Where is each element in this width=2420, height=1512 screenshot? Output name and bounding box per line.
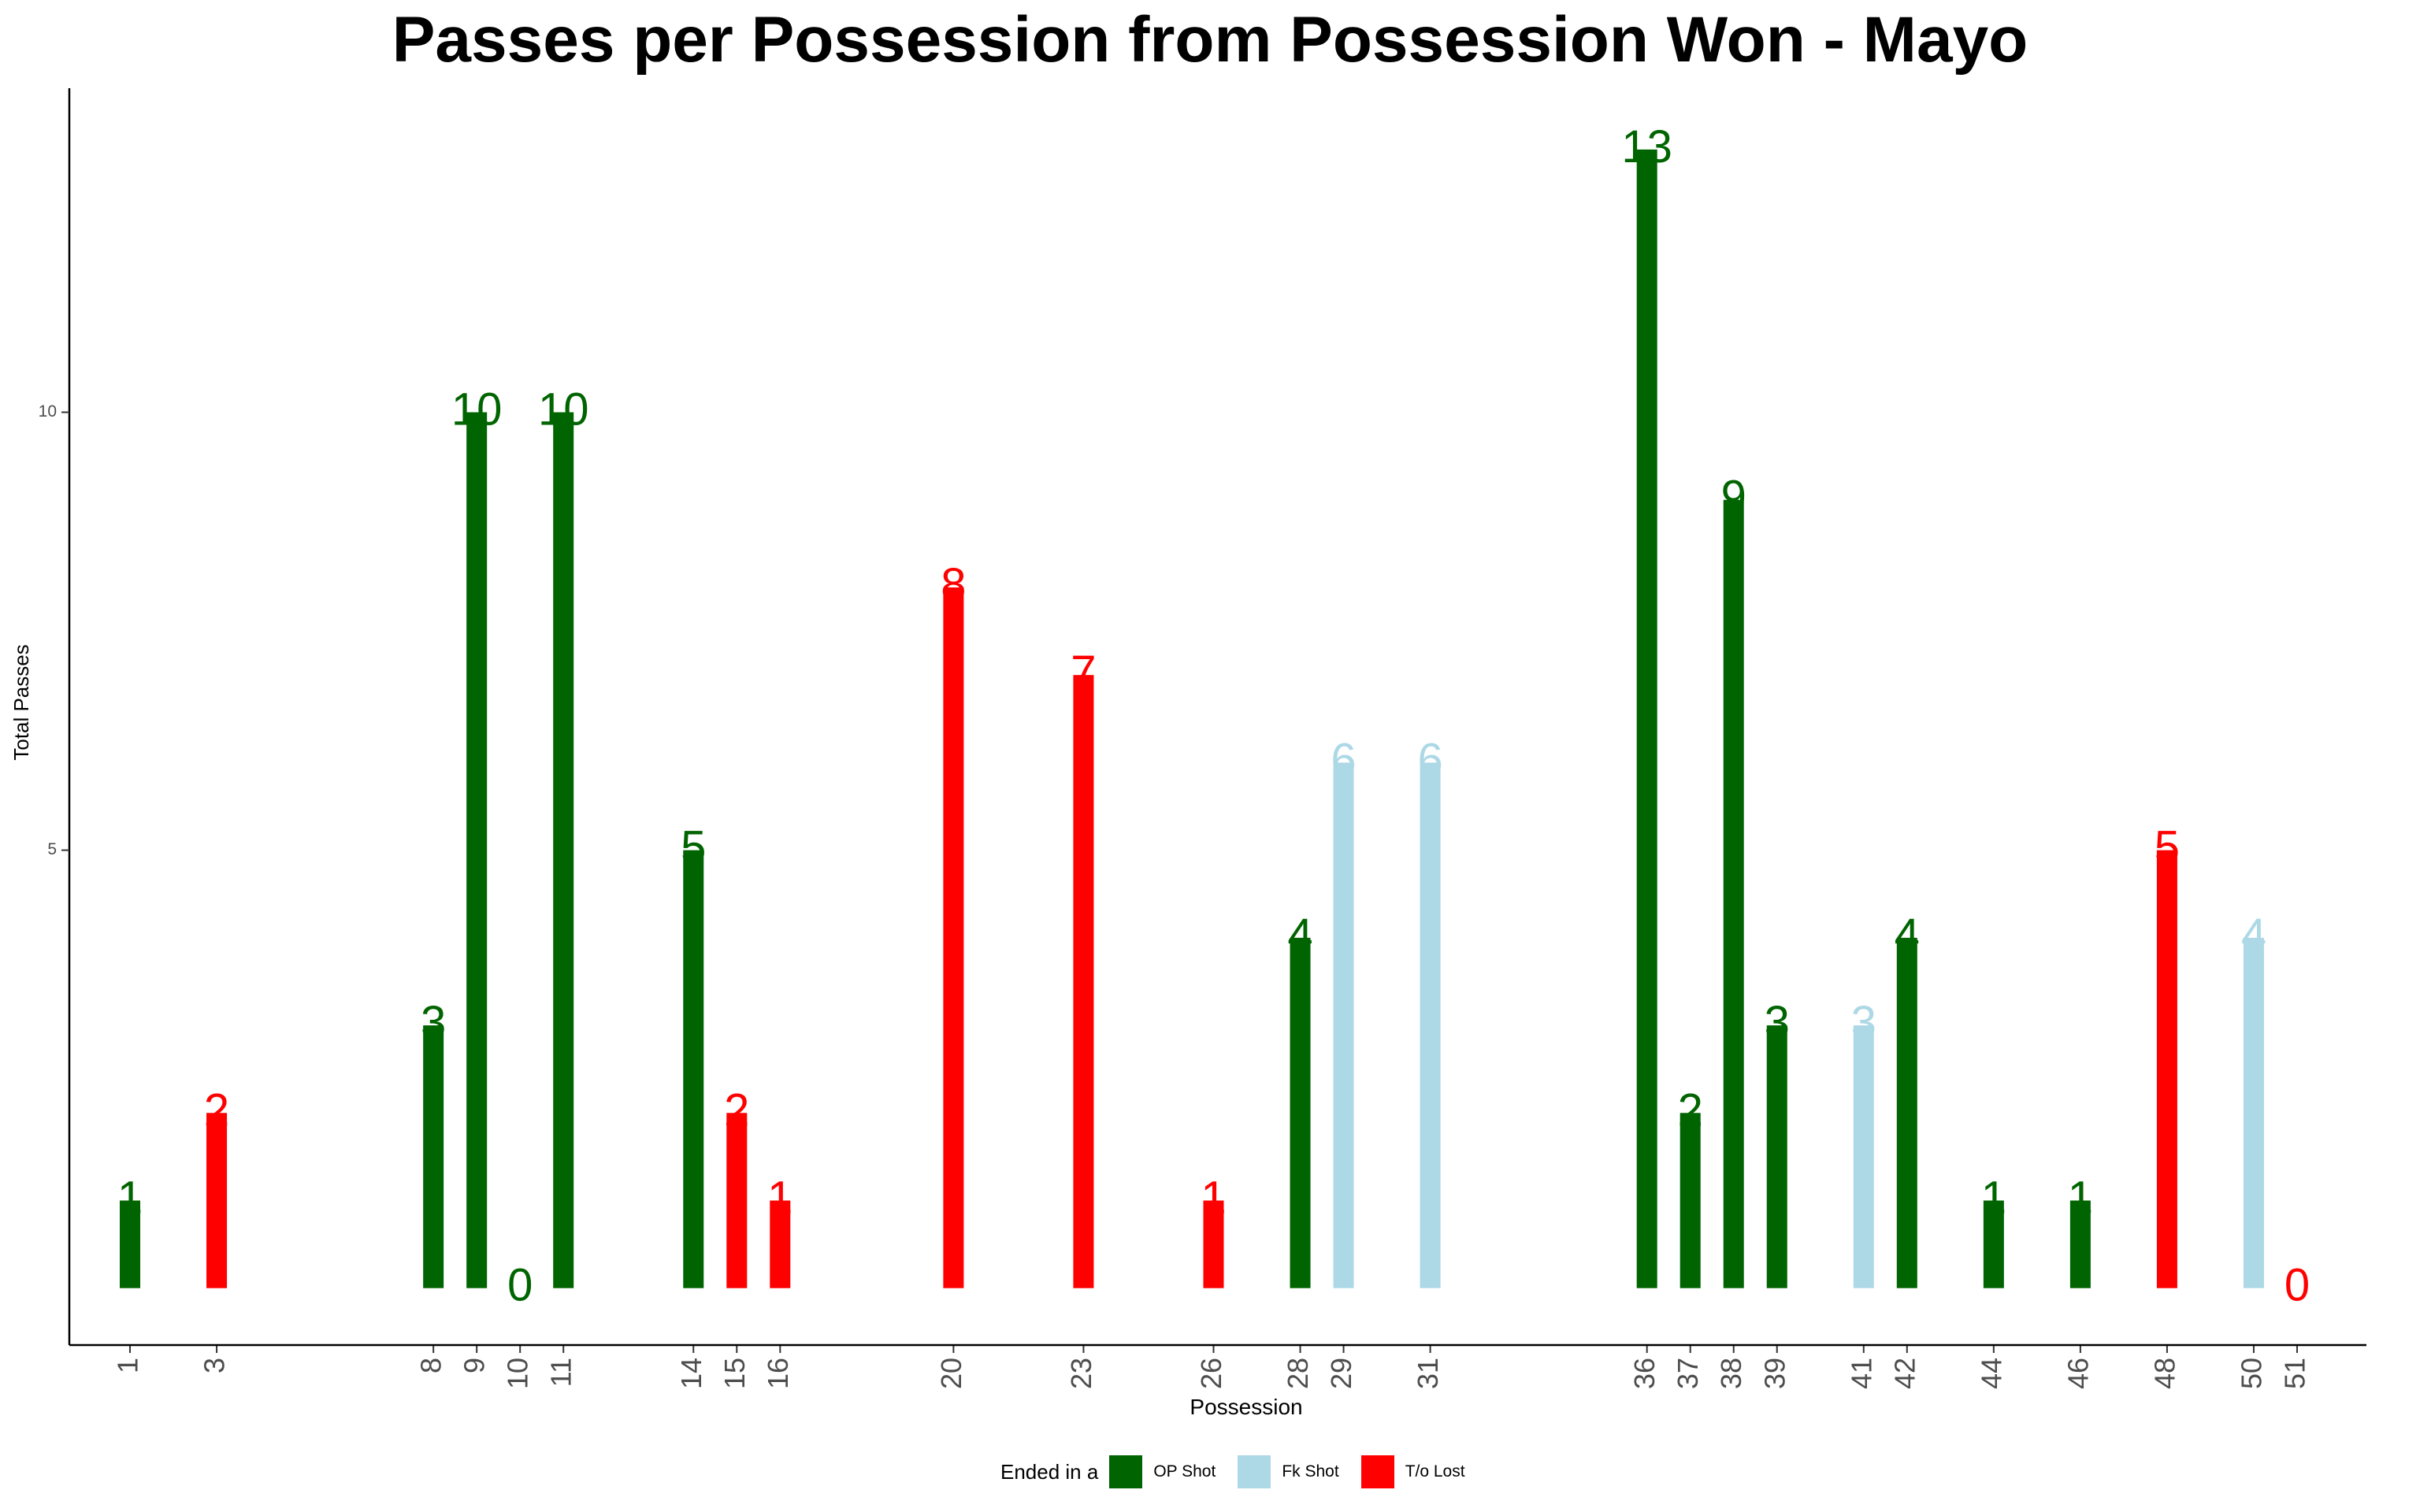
bar-possession-29 xyxy=(1333,762,1354,1288)
x-tick-label: 51 xyxy=(2278,1358,2311,1389)
legend-label-op-shot: OP Shot xyxy=(1153,1462,1216,1480)
bar-possession-23 xyxy=(1073,675,1094,1288)
legend: Ended in a OP Shot Fk Shot T/o Lost xyxy=(1000,1455,1487,1488)
data-label-possession-29: 6 xyxy=(1331,734,1356,785)
data-label-possession-42: 4 xyxy=(1895,910,1920,961)
x-axis-title: Possession xyxy=(1190,1395,1302,1419)
x-tick-label: 48 xyxy=(2148,1358,2181,1389)
legend-label-to-lost: T/o Lost xyxy=(1405,1462,1465,1480)
y-axis-title: Total Passes xyxy=(9,644,33,760)
bar-possession-31 xyxy=(1420,762,1441,1288)
x-tick-label: 41 xyxy=(1845,1358,1877,1389)
data-label-possession-36: 13 xyxy=(1621,121,1672,172)
data-label-possession-37: 2 xyxy=(1678,1084,1703,1136)
legend-title: Ended in a xyxy=(1000,1459,1099,1484)
data-label-possession-16: 1 xyxy=(767,1172,792,1223)
x-tick-label: 11 xyxy=(545,1358,577,1387)
data-label-possession-28: 4 xyxy=(1287,910,1312,961)
bar-possession-14 xyxy=(683,850,704,1288)
data-label-possession-48: 5 xyxy=(2155,822,2180,873)
chart-title: Passes per Possession from Possession Wo… xyxy=(392,4,2028,76)
data-label-possession-1: 1 xyxy=(117,1172,143,1223)
bar-possession-48 xyxy=(2156,850,2177,1288)
data-label-possession-44: 1 xyxy=(1981,1172,2006,1223)
x-tick-label: 8 xyxy=(415,1358,447,1373)
x-tick-label: 14 xyxy=(675,1358,707,1389)
x-tick-label: 16 xyxy=(762,1358,794,1389)
data-label-possession-9: 10 xyxy=(451,384,503,435)
data-label-possession-26: 1 xyxy=(1201,1172,1226,1223)
x-tick-label: 9 xyxy=(458,1358,491,1373)
bar-possession-39 xyxy=(1766,1025,1787,1288)
bar-possession-44 xyxy=(1983,1200,2004,1288)
data-label-possession-38: 9 xyxy=(1721,472,1746,523)
x-tick-label: 28 xyxy=(1282,1358,1314,1389)
x-tick-label: 1 xyxy=(112,1358,144,1373)
bar-possession-41 xyxy=(1853,1025,1874,1288)
data-label-possession-8: 3 xyxy=(421,997,446,1048)
x-tick-label: 20 xyxy=(935,1358,967,1389)
x-tick-label: 46 xyxy=(2062,1358,2094,1389)
data-label-possession-46: 1 xyxy=(2068,1172,2093,1223)
bar-possession-36 xyxy=(1636,149,1657,1288)
legend-key-op-shot xyxy=(1109,1455,1143,1488)
bar-possession-20 xyxy=(943,587,964,1288)
bar-possession-16 xyxy=(770,1200,791,1288)
y-tick-label: 5 xyxy=(47,840,57,858)
data-label-possession-39: 3 xyxy=(1765,997,1790,1048)
data-label-possession-3: 2 xyxy=(204,1084,229,1136)
data-label-possession-50: 4 xyxy=(2241,910,2266,961)
data-label-possession-31: 6 xyxy=(1417,734,1442,785)
bar-possession-26 xyxy=(1203,1200,1224,1288)
bar-possession-46 xyxy=(2069,1200,2091,1288)
bar-possession-8 xyxy=(423,1025,444,1288)
data-label-possession-51: 0 xyxy=(2285,1260,2310,1311)
x-tick-label: 29 xyxy=(1325,1358,1357,1389)
data-label-possession-41: 3 xyxy=(1851,997,1876,1048)
y-tick-label: 10 xyxy=(39,402,57,421)
legend-key-to-lost xyxy=(1360,1455,1394,1488)
bar-possession-11 xyxy=(553,412,574,1288)
x-tick-label: 38 xyxy=(1715,1358,1747,1389)
bar-possession-9 xyxy=(466,412,488,1288)
x-tick-label: 15 xyxy=(718,1358,751,1389)
data-label-possession-14: 5 xyxy=(681,822,706,873)
bar-possession-3 xyxy=(206,1113,228,1288)
bar-possession-38 xyxy=(1723,499,1744,1288)
legend-label-fk-shot: Fk Shot xyxy=(1282,1462,1339,1480)
bars-layer xyxy=(120,149,2264,1288)
bar-possession-37 xyxy=(1680,1113,1701,1288)
x-tick-label: 26 xyxy=(1195,1358,1227,1389)
x-tick-label: 31 xyxy=(1412,1358,1444,1389)
bar-possession-42 xyxy=(1896,937,1917,1288)
data-label-possession-23: 7 xyxy=(1071,647,1096,698)
bar-possession-1 xyxy=(120,1200,141,1288)
x-tick-label: 36 xyxy=(1628,1358,1661,1389)
x-tick-label: 39 xyxy=(1758,1358,1791,1389)
data-label-possession-20: 8 xyxy=(941,559,966,610)
x-tick-label: 37 xyxy=(1672,1358,1704,1389)
bar-possession-28 xyxy=(1290,937,1311,1288)
data-label-possession-10: 0 xyxy=(507,1260,533,1311)
x-tick-label: 3 xyxy=(199,1358,231,1373)
x-tick-label: 44 xyxy=(1975,1358,2007,1389)
bar-possession-50 xyxy=(2243,937,2264,1288)
axes-layer: 1 3 8 9 10 11 14 15 16 20 23 26 28 29 31 36 37 38 39 41 42 44… xyxy=(39,88,2366,1389)
x-tick-label: 42 xyxy=(1888,1358,1921,1389)
bar-possession-15 xyxy=(726,1113,748,1288)
legend-key-fk-shot xyxy=(1238,1455,1271,1488)
x-tick-label: 50 xyxy=(2235,1358,2267,1389)
data-label-possession-15: 2 xyxy=(724,1084,749,1136)
data-label-possession-11: 10 xyxy=(538,384,589,435)
x-tick-label: 23 xyxy=(1065,1358,1097,1389)
x-tick-label: 10 xyxy=(502,1358,534,1389)
